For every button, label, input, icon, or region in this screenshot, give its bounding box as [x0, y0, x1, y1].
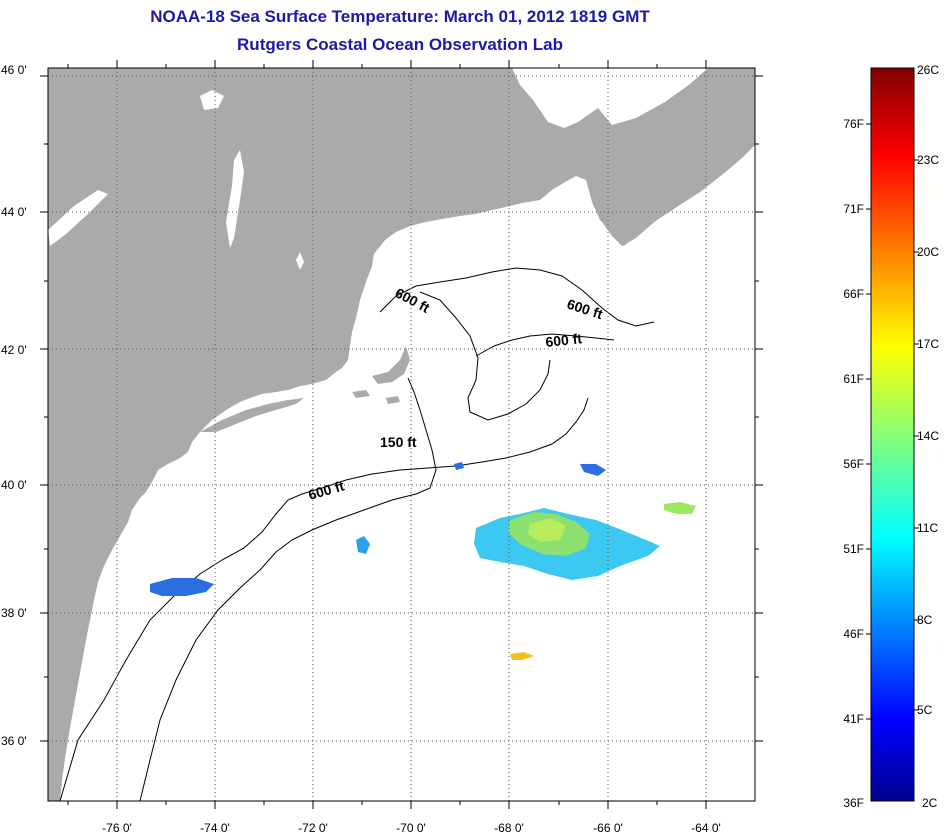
- sst-data: [150, 462, 696, 660]
- colorbar-ticks: [866, 123, 919, 720]
- colorbar-f-label: 61F: [843, 372, 864, 386]
- colorbar-c-label: 5C: [917, 703, 933, 717]
- map-subtitle: Rutgers Coastal Ocean Observation Lab: [237, 35, 563, 54]
- lat-label: 44 0': [1, 205, 27, 219]
- lakes: [48, 90, 304, 700]
- colorbar-c-label: 2C: [922, 796, 938, 810]
- colorbar: [870, 67, 915, 802]
- sst-patch-delaware: [150, 578, 214, 596]
- colorbar-f-label: 36F: [843, 796, 864, 810]
- colorbar-f-label: 41F: [843, 712, 864, 726]
- contour-label: 150 ft: [380, 434, 417, 450]
- lat-label: 46 0': [1, 63, 27, 77]
- lon-labels: -76 0' -74 0' -72 0' -70 0' -68 0' -66 0…: [102, 821, 721, 835]
- contour-600ft-georges: [475, 333, 615, 357]
- colorbar-c-labels: 26C 23C 20C 17C 14C 11C 8C 5C 2C: [917, 63, 939, 810]
- contour-600ft-gom: [379, 267, 655, 327]
- sst-patch-south: [510, 652, 534, 660]
- lat-label: 40 0': [1, 478, 27, 492]
- colorbar-f-label: 46F: [843, 627, 864, 641]
- lat-label: 42 0': [1, 343, 27, 357]
- lon-label: -64 0': [691, 821, 721, 835]
- colorbar-f-label: 56F: [843, 457, 864, 471]
- land-islands: [352, 390, 400, 404]
- lon-label: -76 0': [102, 821, 132, 835]
- colorbar-c-label: 17C: [917, 337, 939, 351]
- land-mainland: [48, 68, 755, 801]
- sst-patch-ne: [580, 464, 606, 476]
- colorbar-c-label: 26C: [917, 63, 939, 77]
- lat-label: 36 0': [1, 734, 27, 748]
- colorbar-f-label: 66F: [843, 287, 864, 301]
- colorbar-c-label: 11C: [917, 521, 938, 535]
- colorbar-c-label: 8C: [917, 613, 933, 627]
- bathymetry-contours: [59, 267, 655, 801]
- contour-gom-basin: [419, 291, 551, 421]
- colorbar-f-label: 71F: [843, 202, 864, 216]
- contour-600ft-shelf: [59, 397, 589, 801]
- sst-patch-core2: [528, 518, 566, 542]
- colorbar-f-label: 51F: [843, 542, 864, 556]
- lon-label: -74 0': [200, 821, 230, 835]
- lon-label: -68 0': [494, 821, 524, 835]
- contour-150ft: [139, 377, 437, 801]
- colorbar-f-label: 76F: [843, 117, 864, 131]
- axis-ticks: [40, 60, 763, 809]
- colorbar-f-labels: 76F 71F 66F 61F 56F 51F 46F 41F 36F: [843, 117, 864, 810]
- lat-labels: 46 0' 44 0' 42 0' 40 0' 38 0' 36 0': [1, 63, 27, 748]
- sst-patch-small: [356, 536, 370, 554]
- colorbar-c-label: 14C: [917, 429, 939, 443]
- map-frame: [47, 67, 756, 802]
- lon-label: -66 0': [593, 821, 623, 835]
- colorbar-c-label: 20C: [917, 245, 939, 259]
- lon-label: -72 0': [298, 821, 328, 835]
- map-title: NOAA-18 Sea Surface Temperature: March 0…: [150, 7, 650, 26]
- sst-patch-east: [664, 502, 696, 514]
- sst-patch-dot: [454, 462, 464, 470]
- land-nova-scotia: [596, 110, 748, 246]
- land-long-island: [200, 398, 304, 432]
- land-cape-cod: [372, 346, 410, 384]
- lon-label: -70 0': [396, 821, 426, 835]
- contour-label: 600 ft: [545, 330, 583, 350]
- colorbar-c-label: 23C: [917, 153, 939, 167]
- lat-label: 38 0': [1, 606, 27, 620]
